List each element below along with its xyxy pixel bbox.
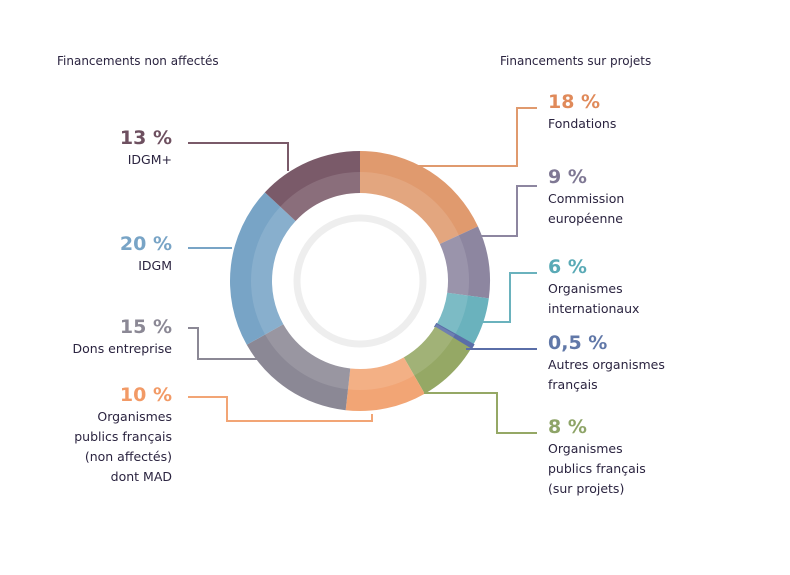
leader-lines: [188, 107, 537, 434]
slice-highlight: [251, 206, 296, 335]
leader-line-organismes-internationaux: [473, 272, 537, 323]
category-label-fondations: Fondations: [548, 116, 616, 131]
slice-highlight: [403, 326, 454, 376]
value-label-organismes-publics-projets: 8 %: [548, 416, 587, 438]
leader-line-commission-europeenne: [480, 185, 537, 237]
category-label-commission-europeenne: européenne: [548, 211, 623, 226]
category-label-organismes-publics-non-affectes: dont MAD: [111, 469, 172, 484]
leader-line-organismes-publics-projets: [424, 392, 537, 434]
value-label-organismes-publics-non-affectes: 10 %: [120, 384, 172, 406]
category-label-autres-organismes-francais: français: [548, 377, 598, 392]
slice-highlight: [347, 357, 415, 390]
category-label-organismes-internationaux: internationaux: [548, 301, 639, 316]
slice-idgm-plus: [264, 151, 360, 222]
category-label-idgm: IDGM: [138, 258, 172, 273]
category-label-dons-entreprise: Dons entreprise: [73, 341, 173, 356]
leader-line-dons-entreprise: [188, 327, 258, 360]
category-label-commission-europeenne: Commission: [548, 191, 624, 206]
value-label-commission-europeenne: 9 %: [548, 166, 587, 188]
slice-organismes-publics-non-affectes: [345, 357, 425, 411]
value-label-organismes-internationaux: 6 %: [548, 256, 587, 278]
slice-commission-europeenne: [439, 226, 490, 299]
slice-organismes-publics-projets: [403, 326, 472, 394]
value-label-fondations: 18 %: [548, 91, 600, 113]
value-label-idgm-plus: 13 %: [120, 127, 172, 149]
slice-autres-organismes-francais: [433, 322, 475, 350]
slice-idgm: [230, 192, 296, 345]
category-label-organismes-publics-projets: Organismes: [548, 441, 623, 456]
header-right: Financements sur projets: [500, 54, 651, 68]
category-label-organismes-internationaux: Organismes: [548, 281, 623, 296]
value-label-idgm: 20 %: [120, 233, 172, 255]
category-label-organismes-publics-non-affectes: Organismes: [97, 409, 172, 424]
leader-line-idgm-plus: [188, 142, 289, 171]
slice-fondations: [360, 151, 478, 244]
slice-labels: 18 % Fondations 9 % Commission européenne 6 %…: [73, 91, 665, 496]
slice-organismes-internationaux: [436, 292, 489, 345]
value-label-dons-entreprise: 15 %: [120, 316, 172, 338]
leader-line-fondations: [414, 107, 537, 167]
slice-highlight: [436, 292, 469, 335]
category-label-organismes-publics-projets: publics français: [548, 461, 646, 476]
slice-highlight: [265, 324, 351, 390]
inner-decor-ring: [293, 214, 427, 348]
leader-line-organismes-publics-non-affectes: [188, 396, 373, 422]
category-label-organismes-publics-projets: (sur projets): [548, 481, 624, 496]
category-label-autres-organismes-francais: Autres organismes: [548, 357, 665, 372]
value-label-autres-organismes-francais: 0,5 %: [548, 332, 607, 354]
slice-dons-entreprise: [246, 324, 351, 411]
header-left: Financements non affectés: [57, 54, 219, 68]
slice-highlight: [360, 172, 459, 244]
slice-highlight: [280, 172, 360, 222]
donut-slices: [230, 151, 490, 411]
category-label-organismes-publics-non-affectes: (non affectés): [85, 449, 172, 464]
category-label-organismes-publics-non-affectes: publics français: [74, 429, 172, 444]
slice-highlight: [439, 235, 469, 296]
category-label-idgm-plus: IDGM+: [128, 152, 172, 167]
slice-highlight: [435, 324, 455, 338]
